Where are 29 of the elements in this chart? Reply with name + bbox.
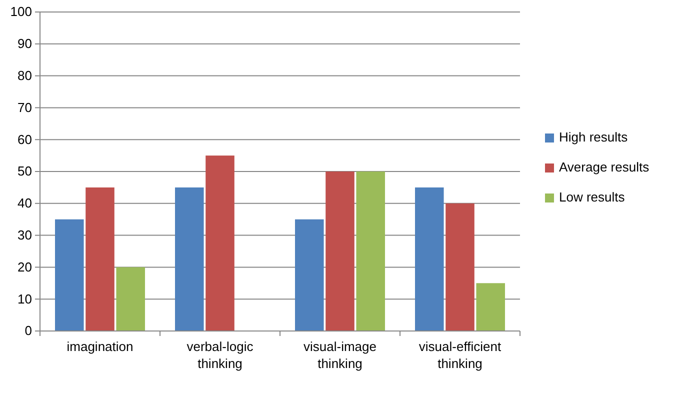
- legend-label: Average results: [559, 160, 650, 174]
- bar: [175, 187, 204, 331]
- y-tick-label: 100: [10, 4, 32, 20]
- y-tick-label: 30: [18, 227, 32, 242]
- y-tick-label: 0: [24, 323, 32, 338]
- bar: [116, 267, 145, 331]
- bar: [86, 187, 114, 331]
- y-tick-label: 10: [18, 291, 32, 306]
- bar: [356, 172, 385, 331]
- y-tick-label: 40: [18, 196, 32, 211]
- bar: [476, 283, 505, 331]
- bar: [206, 156, 234, 331]
- x-tick-label: visual-efficient thinking: [418, 339, 502, 371]
- y-tick-label: 20: [18, 259, 32, 274]
- bar: [415, 187, 444, 331]
- y-tick-label: 80: [18, 68, 32, 83]
- y-tick-label: 50: [18, 164, 32, 179]
- legend-label: High results: [559, 130, 628, 144]
- x-tick-label: verbal-logic thinking: [186, 339, 254, 371]
- bar: [446, 203, 474, 331]
- legend-label: Low results: [559, 190, 626, 204]
- bar: [326, 172, 354, 331]
- y-tick-label: 60: [18, 132, 32, 147]
- y-tick-label: 70: [18, 100, 32, 115]
- bar: [55, 219, 84, 331]
- bar: [295, 219, 324, 331]
- x-tick-label: imagination: [66, 339, 134, 354]
- y-tick-label: 90: [18, 36, 32, 52]
- x-tick-label: visual-image thinking: [304, 339, 376, 371]
